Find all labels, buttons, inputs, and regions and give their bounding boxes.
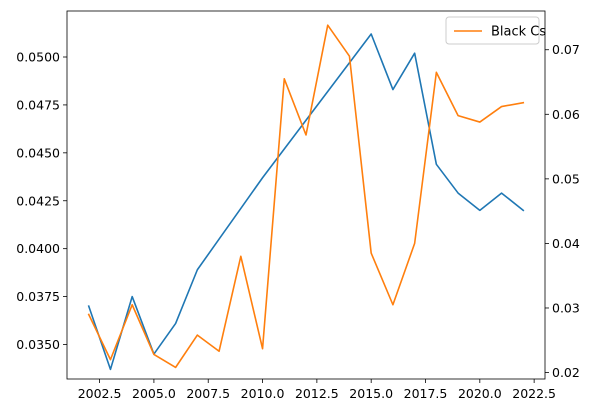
y-axis-left: 0.0350 0.0375 0.0400 0.0425 0.0450 0.0475 0.05… (16, 50, 67, 352)
plot-frame (66, 10, 546, 380)
y-right-tick-label: 0.02 (552, 365, 580, 380)
y-left-tick-label: 0.0425 (16, 193, 60, 208)
x-tick-label: 2007.5 (186, 386, 230, 401)
y-axis-right: 0.02 0.03 0.04 0.05 0.06 0.07 (545, 42, 580, 380)
plot-area (66, 10, 546, 380)
x-axis: 2002.5 2005.0 2007.5 2010.0 2012.5 2015.0 2017… (78, 379, 556, 401)
x-tick-label: 2012.5 (295, 386, 339, 401)
legend-box (445, 16, 540, 45)
x-tick-label: 2002.5 (78, 386, 122, 401)
y-right-tick-label: 0.06 (552, 107, 580, 122)
y-left-tick-label: 0.0350 (16, 337, 60, 352)
x-tick-label: 2005.0 (132, 386, 176, 401)
y-right-tick-label: 0.04 (552, 236, 580, 251)
legend: Black Cs (445, 16, 546, 45)
x-tick-label: 2015.0 (349, 386, 393, 401)
legend-label: Black Cs (491, 25, 546, 40)
x-tick-label: 2010.0 (241, 386, 285, 401)
y-left-tick-label: 0.0400 (16, 241, 60, 256)
y-left-tick-label: 0.0450 (16, 145, 60, 160)
series-layer (87, 24, 525, 371)
y-left-tick-label: 0.0475 (16, 97, 60, 112)
series-line-right-axis (87, 24, 525, 369)
y-right-tick-label: 0.07 (552, 42, 580, 57)
y-left-tick-label: 0.0375 (16, 289, 60, 304)
x-tick-label: 2022.5 (512, 386, 556, 401)
x-tick-label: 2020.0 (458, 386, 502, 401)
series-line-left-axis (87, 33, 525, 371)
x-tick-label: 2017.5 (404, 386, 448, 401)
y-right-tick-label: 0.03 (552, 300, 580, 315)
y-left-tick-label: 0.0500 (16, 50, 60, 65)
y-right-tick-label: 0.05 (552, 171, 580, 186)
